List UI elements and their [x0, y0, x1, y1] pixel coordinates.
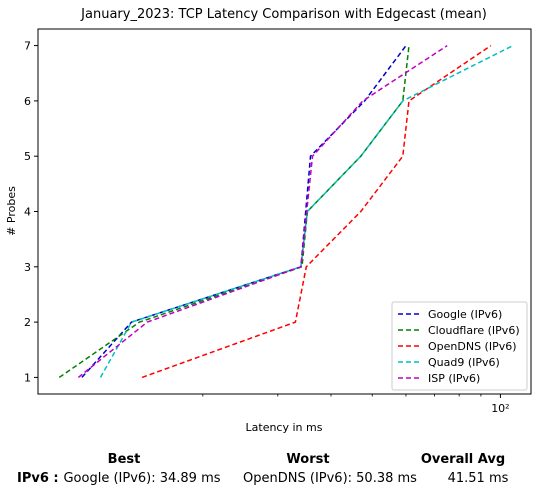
best-header: Best: [107, 452, 141, 467]
overall-avg-header: Overall Avg: [420, 452, 506, 467]
worst-value: OpenDNS (IPv6): 50.38 ms: [243, 471, 417, 486]
y-tick-label: 1: [24, 371, 31, 384]
y-tick-label: 2: [24, 316, 31, 329]
ipv6-row-label: IPv6 :: [17, 471, 59, 486]
legend-entry: ISP (IPv6): [428, 372, 480, 385]
x-tick-label: 10²: [491, 402, 509, 415]
legend-entry: Cloudflare (IPv6): [428, 324, 520, 337]
chart-title: January_2023: TCP Latency Comparison wit…: [80, 7, 487, 22]
series-line-5: [77, 44, 448, 378]
worst-header: Worst: [286, 452, 330, 467]
legend-entry: OpenDNS (IPv6): [428, 340, 517, 353]
axes: 1 2 3 4 5 6 7 10²: [24, 40, 510, 415]
legend: Google (IPv6) Cloudflare (IPv6) OpenDNS (I…: [391, 301, 528, 391]
best-value: Google (IPv6): 34.89 ms: [63, 471, 221, 486]
y-tick-label: 7: [24, 40, 31, 53]
y-tick-label: 6: [24, 95, 31, 108]
legend-entry: Quad9 (IPv6): [428, 356, 500, 369]
y-axis-label: # Probes: [5, 186, 18, 236]
series-line-2: [58, 45, 410, 379]
x-axis-label: Latency in ms: [246, 421, 323, 434]
series-line-1: [81, 45, 407, 378]
summary-table: Best Worst Overall Avg IPv6 : Google (IP…: [0, 448, 541, 496]
y-tick-label: 4: [24, 206, 31, 219]
legend-box: [391, 301, 528, 391]
y-tick-label: 3: [24, 261, 31, 274]
latency-chart: January_2023: TCP Latency Comparison wit…: [5, 7, 532, 434]
plot-area: [58, 44, 514, 379]
legend-entry: Google (IPv6): [428, 308, 502, 321]
series-line-3: [141, 44, 492, 379]
y-tick-label: 5: [24, 150, 31, 163]
overall-avg-value: 41.51 ms: [447, 471, 509, 486]
